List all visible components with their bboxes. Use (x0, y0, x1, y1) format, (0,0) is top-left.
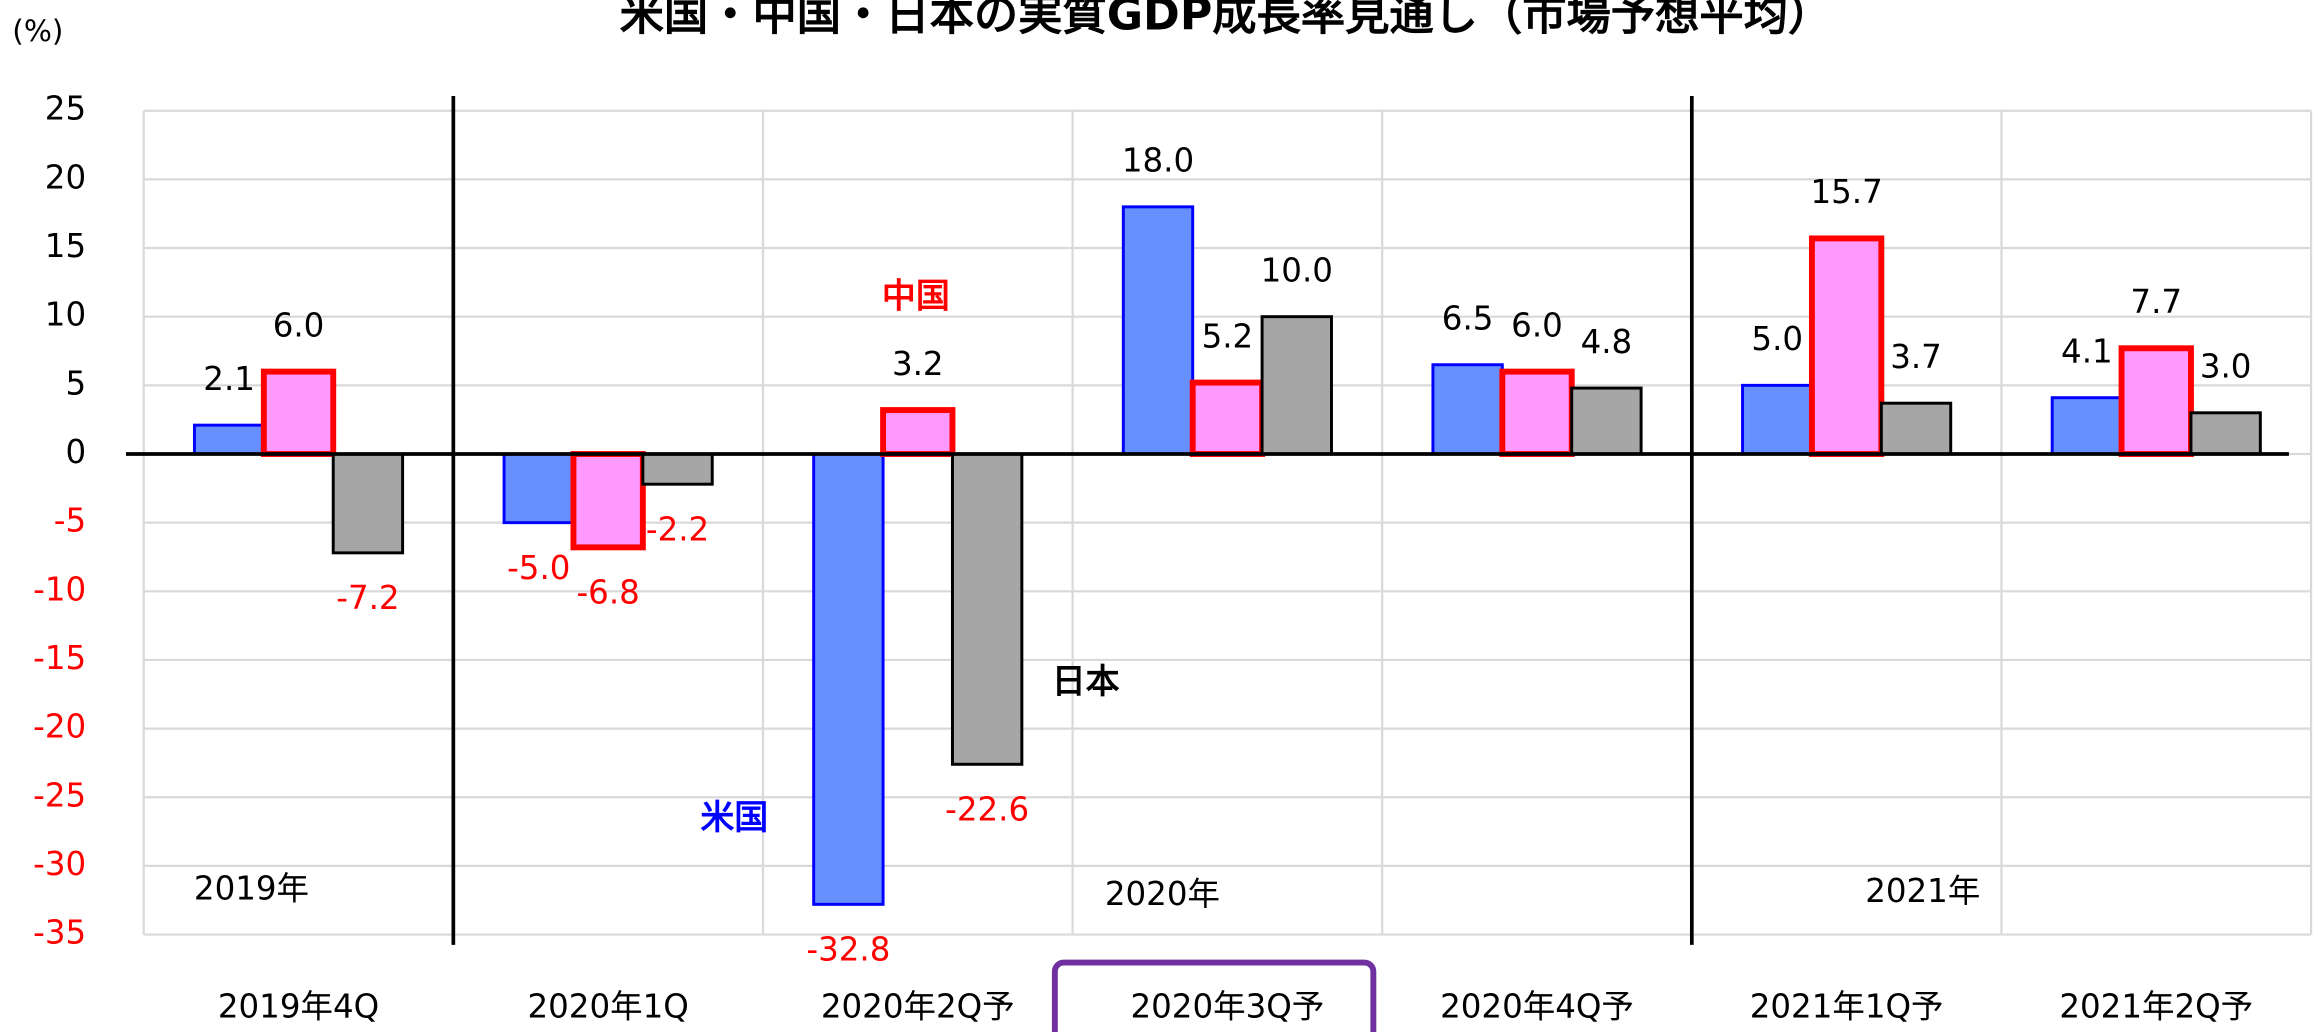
data-label: 6.0 (1511, 306, 1563, 344)
y-unit: (%) (12, 14, 63, 48)
bar (1260, 315, 1333, 456)
y-tick-label: -10 (33, 570, 86, 608)
y-tick-label: 20 (45, 158, 86, 196)
data-label: 4.1 (2061, 332, 2113, 370)
data-label: 15.7 (1810, 173, 1882, 211)
bar (502, 452, 575, 525)
y-tick-label: -5 (54, 502, 86, 540)
bar (950, 452, 1024, 766)
bar (192, 423, 266, 456)
y-tick-label: 5 (65, 364, 86, 402)
data-label: 3.2 (892, 345, 944, 383)
x-tick-label: 2020年4Q予 (1440, 987, 1634, 1025)
y-tick-label: 10 (45, 296, 86, 334)
category-highlight (1051, 959, 1377, 1032)
y-tick-label: 0 (65, 433, 86, 471)
bar (1121, 205, 1195, 456)
bar (2118, 345, 2194, 457)
year-label: 2021年 (1865, 872, 1980, 910)
series-annotation: 日本 (1052, 662, 1120, 702)
bar (812, 452, 885, 906)
bar (1808, 235, 1885, 457)
data-label: 7.7 (2130, 283, 2182, 321)
y-tick-label: -30 (33, 845, 86, 883)
bar (1741, 383, 1814, 456)
year-label: 2020年 (1105, 875, 1220, 913)
data-label: 3.0 (2200, 348, 2252, 386)
data-label: 3.7 (1890, 338, 1942, 376)
y-tick-label: -25 (33, 776, 86, 814)
series-annotation: 米国 (700, 798, 768, 838)
bar (880, 407, 956, 457)
bar (2050, 396, 2124, 456)
x-tick-label: 2020年1Q (527, 987, 688, 1025)
bar (2189, 411, 2262, 456)
bar (641, 452, 714, 486)
data-label: -22.6 (945, 791, 1029, 829)
data-label: 5.2 (1202, 317, 1254, 355)
data-label: 18.0 (1122, 142, 1194, 180)
y-tick-label: -35 (33, 914, 86, 952)
data-label: -7.2 (336, 579, 399, 617)
bar (260, 368, 337, 457)
bar (331, 452, 405, 555)
data-label: 4.8 (1581, 323, 1633, 361)
bar (1499, 368, 1575, 457)
chart-title: 米国・中国・日本の実質GDP成長率見通し（市場予想平均） (620, 0, 1833, 41)
bar (570, 451, 646, 551)
x-tick-label: 2021年1Q予 (1750, 987, 1944, 1025)
x-tick-label: 2019年4Q (218, 987, 379, 1025)
data-label: 2.1 (203, 360, 255, 398)
bar (1431, 363, 1504, 456)
bar (1189, 379, 1266, 457)
y-tick-label: 15 (45, 227, 86, 265)
y-tick-label: 25 (45, 90, 86, 128)
bar (1879, 401, 1953, 456)
y-tick-label: -20 (33, 708, 86, 746)
data-label: 6.5 (1442, 299, 1494, 337)
series-annotation: 中国 (882, 277, 950, 317)
data-label: -6.8 (576, 574, 639, 612)
data-label: -2.2 (646, 510, 709, 548)
data-label: 6.0 (273, 306, 325, 344)
x-tick-label: 2021年2Q予 (2059, 987, 2253, 1025)
year-label: 2019年 (194, 869, 309, 907)
x-tick-label: 2020年3Q予 (1130, 987, 1324, 1025)
data-label: -32.8 (806, 931, 890, 969)
bar (1570, 386, 1643, 456)
y-tick-label: -15 (33, 639, 86, 677)
data-label: 5.0 (1751, 320, 1803, 358)
x-tick-label: 2020年2Q予 (821, 987, 1015, 1025)
data-label: -5.0 (507, 549, 570, 587)
data-label: 10.0 (1261, 251, 1333, 289)
